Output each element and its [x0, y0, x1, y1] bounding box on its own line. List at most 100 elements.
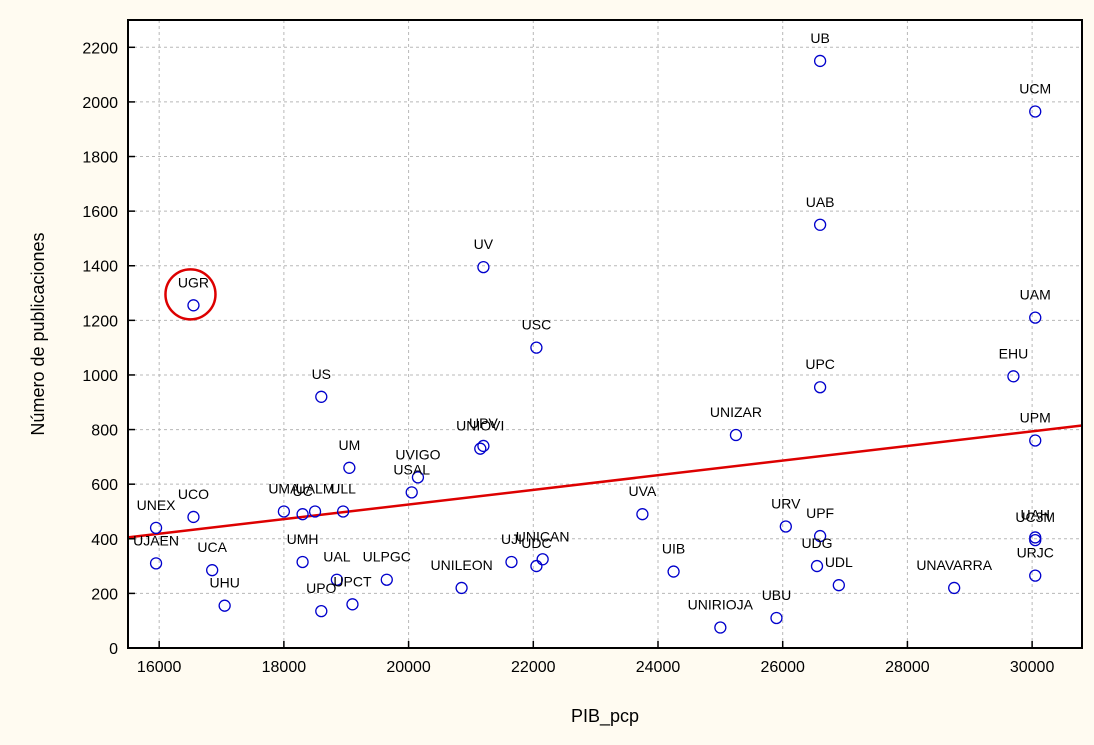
data-point: UDL: [825, 554, 853, 592]
point-marker: [380, 573, 393, 586]
point-label: UJI: [501, 531, 522, 547]
point-marker: [1029, 311, 1042, 324]
point-label: UNIOVI: [456, 418, 504, 434]
point-label: UPF: [806, 505, 834, 521]
data-point: UVIGO: [395, 446, 441, 484]
x-axis-title: PIB_pcp: [571, 706, 639, 727]
y-tick-label: 0: [109, 641, 118, 658]
point-label: UAH: [1020, 506, 1050, 522]
point-marker: [1007, 370, 1020, 383]
data-point: UDG: [801, 535, 833, 573]
point-marker: [315, 390, 328, 403]
data-point: UVA: [629, 483, 657, 521]
data-point: URJC: [1017, 545, 1054, 582]
point-label: UNAVARRA: [916, 557, 992, 573]
point-label: UNEX: [137, 497, 177, 513]
point-label: UPM: [1020, 409, 1051, 425]
data-point: UPV: [469, 415, 498, 453]
data-point: UNICAN: [516, 528, 570, 566]
point-label: URJC: [1017, 545, 1054, 561]
point-label: ULPGC: [363, 549, 411, 565]
data-point: UMA: [268, 480, 300, 518]
point-marker: [813, 218, 827, 231]
highlight-circle: [164, 268, 217, 321]
point-marker: [667, 565, 680, 578]
point-marker: [729, 428, 743, 442]
point-label: UNICAN: [516, 528, 570, 544]
data-point: UC3M: [1015, 509, 1055, 547]
data-point: UHU: [209, 575, 240, 612]
x-tick-label: 30000: [1010, 659, 1055, 676]
data-point: UNEX: [137, 497, 177, 535]
y-tick-label: 1800: [82, 150, 118, 167]
regression-line-layer: [127, 424, 1083, 539]
point-label: USC: [522, 317, 552, 333]
point-marker: [813, 54, 827, 68]
point-marker: [187, 299, 200, 312]
point-marker: [187, 510, 200, 524]
point-marker: [813, 529, 827, 543]
point-marker: [810, 559, 824, 573]
point-label: UIB: [662, 541, 685, 557]
y-tick-label: 1200: [82, 313, 118, 330]
point-marker: [455, 581, 468, 595]
point-label: UAB: [806, 194, 835, 210]
point-label: UNIZAR: [710, 404, 762, 420]
y-axis-title: Número de publicaciones: [28, 232, 48, 435]
y-tick-label: 600: [91, 477, 118, 494]
point-label: UC: [292, 483, 312, 499]
point-label: UM: [338, 437, 360, 453]
point-label: UPC: [805, 356, 835, 372]
point-marker: [411, 471, 425, 484]
data-point: UC: [292, 483, 313, 521]
point-marker: [206, 564, 219, 577]
y-tick-label: 200: [91, 586, 118, 603]
point-marker: [315, 604, 328, 618]
x-tick-label: 26000: [760, 659, 805, 676]
data-point: UCO: [178, 486, 209, 524]
point-marker: [343, 461, 356, 474]
data-point: UAM: [1020, 287, 1051, 324]
point-marker: [149, 521, 163, 535]
data-point: USC: [522, 317, 552, 354]
point-marker: [405, 486, 418, 499]
point-label: UPO: [306, 580, 336, 596]
data-point: UPO: [306, 580, 337, 618]
point-label: UV: [474, 236, 494, 252]
point-marker: [336, 505, 350, 518]
point-marker: [277, 505, 291, 518]
x-tick-label: 28000: [885, 659, 930, 676]
point-label: ULL: [330, 480, 356, 496]
data-point: UCM: [1019, 80, 1051, 118]
x-tick-label: 20000: [386, 659, 431, 676]
x-tick-label: 22000: [511, 659, 556, 676]
point-marker: [1029, 569, 1042, 582]
point-label: UGR: [178, 274, 209, 290]
data-point: UB: [810, 30, 830, 68]
point-label: US: [312, 366, 331, 382]
plot-frame: [127, 19, 1083, 649]
point-marker: [346, 598, 359, 611]
data-point: UNAVARRA: [916, 557, 993, 595]
y-tick-label: 2000: [82, 95, 118, 112]
point-marker: [770, 611, 783, 625]
point-marker: [536, 553, 549, 566]
point-label: UDG: [801, 535, 832, 551]
point-marker: [477, 260, 490, 274]
point-label: UPCT: [333, 573, 372, 589]
data-point: ULL: [330, 480, 356, 518]
y-tick-label: 1600: [82, 204, 118, 221]
point-marker: [1029, 434, 1042, 447]
x-tick-label: 18000: [262, 659, 307, 676]
point-label: UBU: [762, 587, 792, 603]
point-label: URV: [771, 495, 801, 511]
point-label: UCO: [178, 486, 209, 502]
point-label: UNILEON: [430, 557, 492, 573]
data-point: UJI: [501, 531, 522, 569]
point-marker: [832, 579, 845, 592]
point-marker: [714, 621, 727, 634]
data-point: URV: [771, 495, 801, 533]
data-point: ULPGC: [363, 549, 411, 586]
